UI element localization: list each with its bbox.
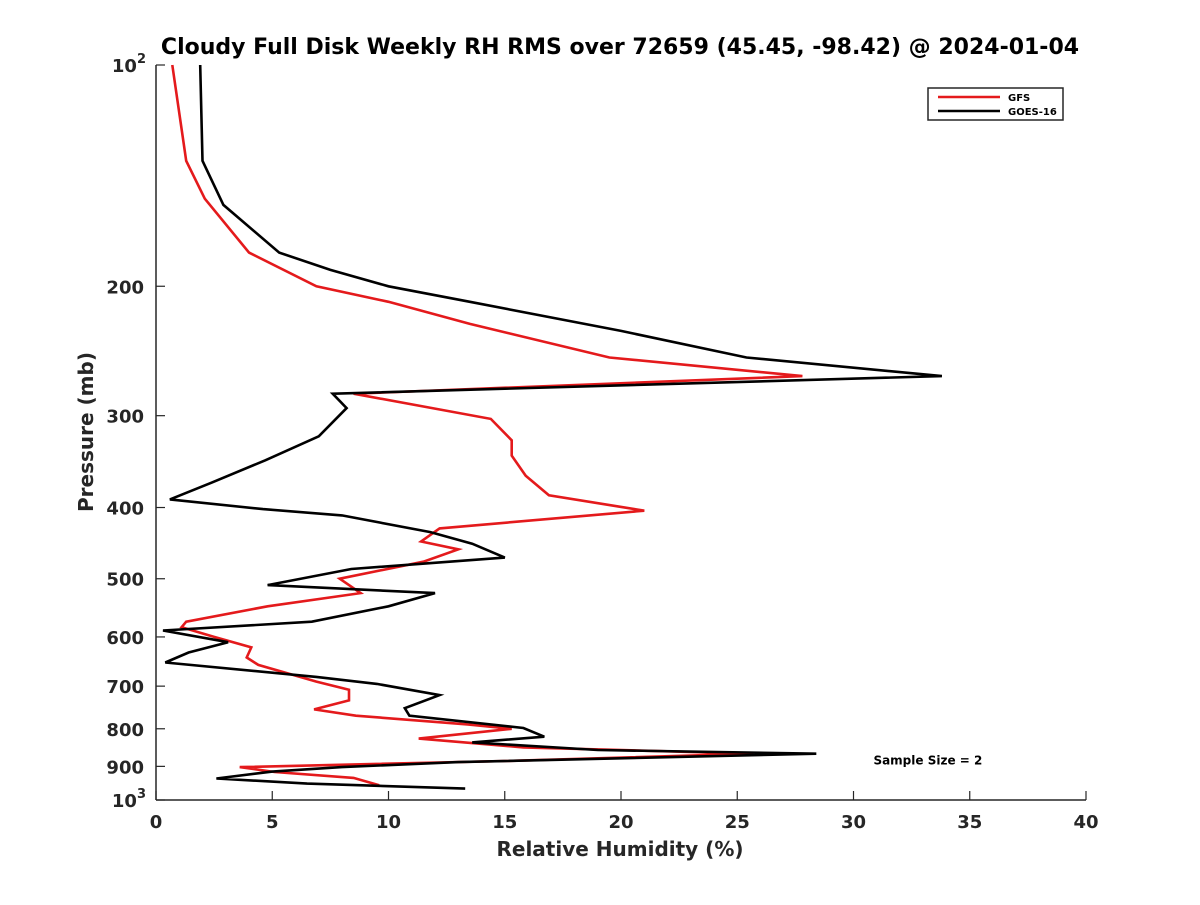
x-tick-label: 35	[957, 812, 982, 833]
y-tick-exponent: 3	[137, 787, 146, 802]
y-tick-label: 600	[106, 628, 144, 649]
legend-box	[927, 87, 1064, 121]
y-tick-base: 10	[112, 791, 137, 812]
x-tick-label: 15	[492, 812, 517, 833]
sample-size-annotation: Sample Size = 2	[873, 754, 982, 768]
chart-title: Cloudy Full Disk Weekly RH RMS over 7265…	[161, 35, 1079, 60]
y-tick-label: 200	[106, 277, 144, 298]
series-line-gfs	[171, 64, 803, 787]
legend-label: GFS	[1008, 93, 1030, 104]
x-tick-label: 25	[725, 812, 750, 833]
axes: 0 5 10 15 20 25 30 35 40102200300400500600700800…	[106, 52, 1098, 833]
y-tick-label: 800	[106, 720, 144, 741]
y-tick-label: 300	[106, 407, 144, 428]
y-tick-label: 900	[106, 757, 144, 778]
x-tick-label: 5	[266, 812, 279, 833]
legend: GFS GOES-16	[927, 87, 1064, 121]
x-tick-label: 20	[608, 812, 633, 833]
y-tick-label: 103	[112, 787, 146, 812]
y-tick-base: 10	[112, 56, 137, 77]
y-axis-label: Pressure (mb)	[74, 352, 98, 512]
legend-label: GOES-16	[1008, 107, 1057, 118]
annotations: Sample Size = 2	[873, 754, 982, 768]
y-tick-label: 500	[106, 570, 144, 591]
series-line-goes-16	[162, 64, 943, 790]
x-tick-label: 10	[376, 812, 401, 833]
y-tick-exponent: 2	[137, 52, 146, 67]
x-tick-label: 30	[841, 812, 866, 833]
y-tick-label: 400	[106, 499, 144, 520]
x-tick-label: 0	[150, 812, 163, 833]
x-axis-label: Relative Humidity (%)	[496, 837, 743, 861]
y-tick-label: 102	[112, 52, 146, 77]
y-tick-label: 700	[106, 677, 144, 698]
x-tick-label: 40	[1073, 812, 1098, 833]
series-lines	[162, 64, 943, 790]
